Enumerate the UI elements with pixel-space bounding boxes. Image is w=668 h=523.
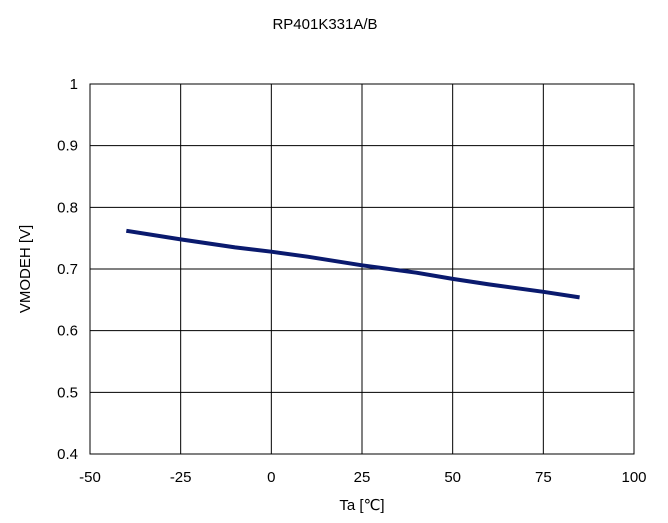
y-tick-label: 1 (70, 76, 78, 93)
plot-area (89, 83, 635, 455)
x-tick-label: 75 (535, 469, 552, 486)
series-layer (125, 228, 580, 300)
y-tick-label: 0.6 (57, 323, 78, 340)
y-tick-label: 0.7 (57, 261, 78, 278)
x-tick-label: -25 (170, 469, 192, 486)
y-tick-label: 0.8 (57, 199, 78, 216)
x-tick-label: 0 (267, 469, 275, 486)
x-tick-label: 100 (621, 469, 646, 486)
y-axis-label: VMODEH [V] (17, 225, 34, 313)
y-tick-labels: 0.4 0.5 0.6 0.7 0.8 0.9 1 (57, 76, 78, 463)
y-tick-label: 0.4 (57, 446, 78, 463)
chart-title: RP401K331A/B (272, 16, 377, 33)
series-line (125, 228, 580, 300)
x-tick-label: 25 (354, 469, 371, 486)
x-tick-label: -50 (79, 469, 101, 486)
x-tick-label: 50 (444, 469, 461, 486)
grid (90, 84, 634, 454)
y-tick-label: 0.9 (57, 138, 78, 155)
y-tick-label: 0.5 (57, 384, 78, 401)
x-axis-label: Ta [℃] (339, 497, 384, 514)
x-tick-labels: -50 -25 0 25 50 75 100 (79, 469, 646, 486)
